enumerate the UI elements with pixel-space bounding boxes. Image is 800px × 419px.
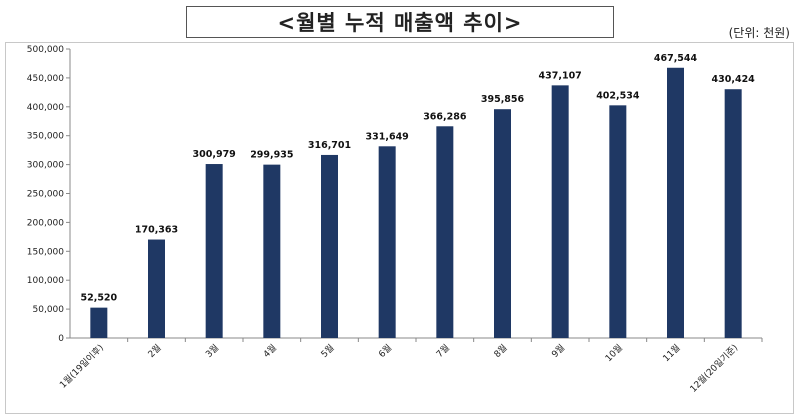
data-label: 402,534 <box>596 90 640 101</box>
y-tick-label: 0 <box>58 334 64 344</box>
data-label: 366,286 <box>423 111 467 122</box>
x-tick-label: 8월 <box>491 342 509 360</box>
y-tick-label: 400,000 <box>27 103 64 113</box>
x-tick-label: 3월 <box>203 342 221 360</box>
bar <box>494 109 511 339</box>
y-tick-label: 200,000 <box>27 218 64 228</box>
y-tick-label: 250,000 <box>27 190 64 200</box>
data-label: 430,424 <box>712 74 756 85</box>
y-tick-label: 150,000 <box>27 247 64 257</box>
x-tick-label: 9월 <box>549 342 567 360</box>
bar <box>724 89 742 338</box>
x-tick-label: 6월 <box>376 342 394 360</box>
data-label: 331,649 <box>366 131 409 142</box>
chart-title-box: <월별 누적 매출액 추이> <box>186 6 614 38</box>
bar <box>321 154 338 338</box>
y-tick-label: 50,000 <box>33 305 65 315</box>
x-tick-label: 4월 <box>261 342 279 360</box>
x-tick-label: 2월 <box>145 342 163 360</box>
data-label: 437,107 <box>539 70 582 81</box>
bar <box>148 239 165 338</box>
y-tick-label: 450,000 <box>27 74 64 84</box>
bar <box>263 164 281 338</box>
bar <box>436 126 454 339</box>
y-tick-label: 300,000 <box>27 161 64 171</box>
y-tick-label: 500,000 <box>27 45 64 55</box>
data-label: 395,856 <box>481 94 525 105</box>
bar <box>378 146 396 338</box>
bar <box>551 85 569 338</box>
bar <box>667 67 684 338</box>
chart-title: <월별 누적 매출액 추이> <box>277 11 523 35</box>
y-tick-label: 100,000 <box>27 276 64 286</box>
data-label: 300,979 <box>193 149 236 160</box>
bar <box>609 105 627 338</box>
bar <box>205 164 223 338</box>
x-tick-label: 5월 <box>318 342 336 360</box>
x-tick-label: 1월(19일이후) <box>57 342 106 391</box>
data-label: 52,520 <box>80 293 117 304</box>
unit-note: (단위: 천원) <box>728 26 790 40</box>
bar <box>90 307 108 338</box>
data-label: 299,935 <box>250 150 293 161</box>
x-tick-label: 11월 <box>660 342 682 364</box>
x-tick-label: 7월 <box>434 342 452 360</box>
data-label: 467,544 <box>654 53 698 64</box>
x-tick-label: 10월 <box>603 342 625 364</box>
chart-frame <box>5 42 794 414</box>
data-label: 316,701 <box>308 140 351 151</box>
x-tick-label: 12월(20일기준) <box>687 342 740 395</box>
y-tick-label: 350,000 <box>27 132 64 142</box>
data-label: 170,363 <box>135 225 178 236</box>
